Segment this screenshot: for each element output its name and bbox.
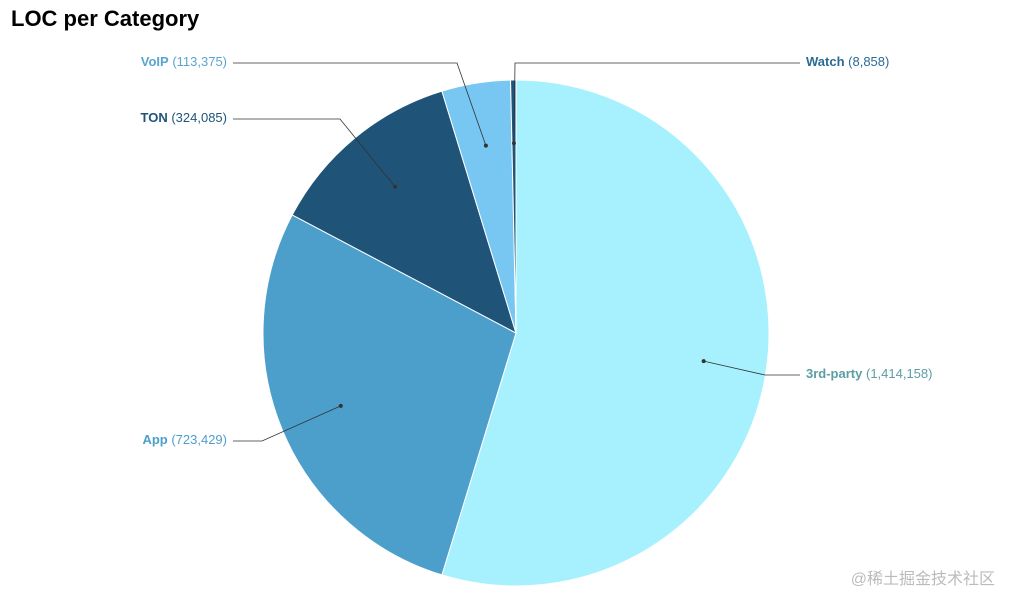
slice-value: (324,085) (171, 110, 227, 125)
slice-value: (8,858) (848, 54, 889, 69)
slice-value: (113,375) (172, 54, 227, 69)
slice-value: (723,429) (171, 432, 227, 447)
slice-label: TON (324,085) (141, 110, 228, 125)
leader-dot (483, 143, 488, 148)
slice-name: 3rd-party (806, 366, 863, 381)
leader-line (233, 62, 487, 146)
slice-name: VoIP (141, 54, 169, 69)
leader-dot (701, 359, 706, 364)
pie-slice (441, 79, 770, 587)
leader-line (233, 405, 341, 442)
slice-name: App (142, 432, 167, 447)
slice-label: 3rd-party (1,414,158) (806, 366, 932, 381)
slice-value: (1,414,158) (866, 366, 933, 381)
chart-title: LOC per Category (11, 6, 200, 31)
slice-name: TON (141, 110, 168, 125)
slice-label: VoIP (113,375) (141, 54, 227, 69)
slice-label: App (723,429) (142, 432, 227, 447)
leader-dot (393, 184, 398, 189)
watermark: @稀土掘金技术社区 (851, 570, 995, 588)
leader-line (513, 62, 800, 144)
leader-line (703, 360, 800, 376)
leader-line (233, 118, 396, 188)
slice-label: Watch (8,858) (806, 54, 889, 69)
pie-slice (262, 214, 517, 576)
leader-dot (338, 403, 343, 408)
leader-dot (511, 141, 516, 146)
slice-name: Watch (806, 54, 845, 69)
